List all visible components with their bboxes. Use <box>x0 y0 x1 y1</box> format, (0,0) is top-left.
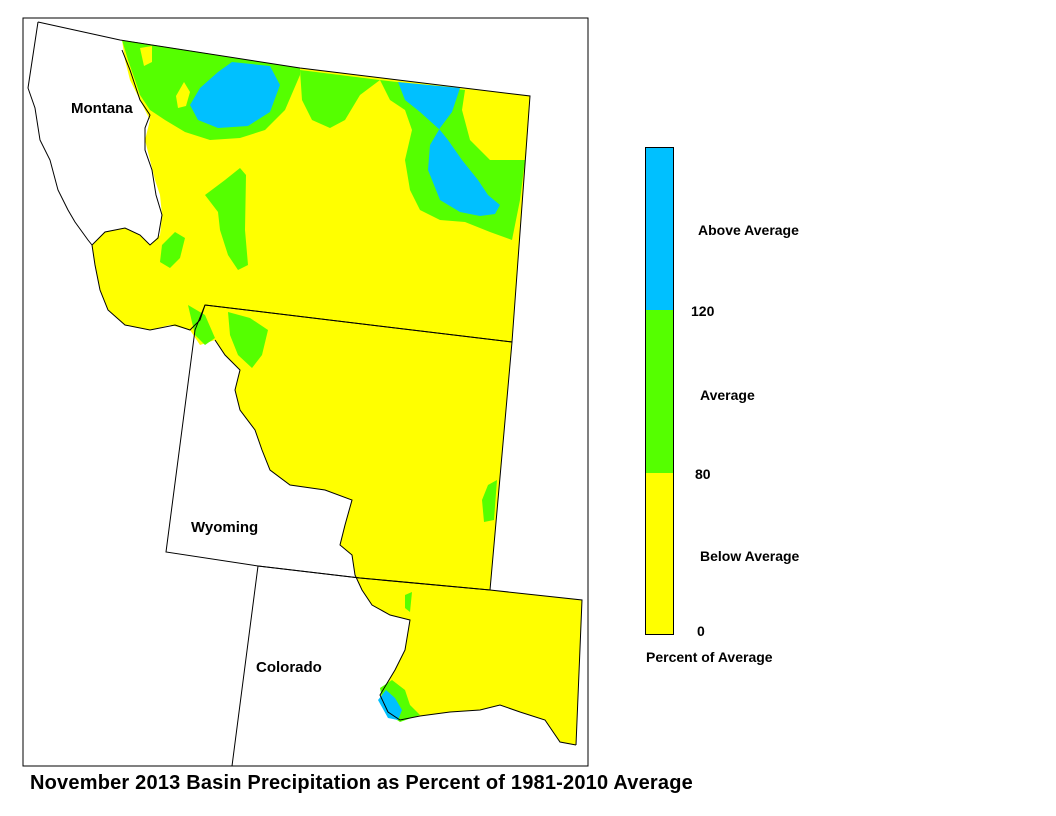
basin-boundary <box>214 339 577 746</box>
legend-break-80: 80 <box>695 466 711 482</box>
legend-swatch-below-average <box>646 473 673 634</box>
basin-region-below-average <box>140 46 152 66</box>
basin-region-above-average <box>398 82 500 216</box>
state-label-montana: Montana <box>71 100 133 117</box>
basin-region-average <box>188 305 215 345</box>
basin-region-below-average <box>176 82 190 108</box>
legend-swatch-above-average <box>646 148 673 310</box>
basin-region-below-average <box>464 92 530 160</box>
state-label-colorado: Colorado <box>256 659 322 676</box>
legend-break-120: 120 <box>691 303 715 319</box>
legend-label-average: Average <box>700 387 755 403</box>
basin-region-above-average <box>190 62 280 128</box>
basin-region-average <box>160 232 185 268</box>
legend-label-above-average: Above Average <box>698 222 799 238</box>
map-title: November 2013 Basin Precipitation as Per… <box>30 772 693 794</box>
colorado-boundary <box>231 565 583 767</box>
basin-region-average <box>482 480 497 522</box>
state-boundaries <box>27 21 583 767</box>
state-label-wyoming: Wyoming <box>191 519 259 536</box>
legend-swatch-average <box>646 310 673 473</box>
basin-region-average <box>405 592 412 612</box>
basin-region-average <box>300 70 380 128</box>
legend-color-bar <box>645 147 674 635</box>
legend-units: Percent of Average <box>646 649 773 665</box>
legend-label-below-average: Below Average <box>700 548 800 564</box>
basin-region-average <box>228 312 268 368</box>
basin-region-above-average <box>378 690 402 720</box>
basin-region-average <box>205 168 248 270</box>
legend-break-0: 0 <box>697 623 705 639</box>
